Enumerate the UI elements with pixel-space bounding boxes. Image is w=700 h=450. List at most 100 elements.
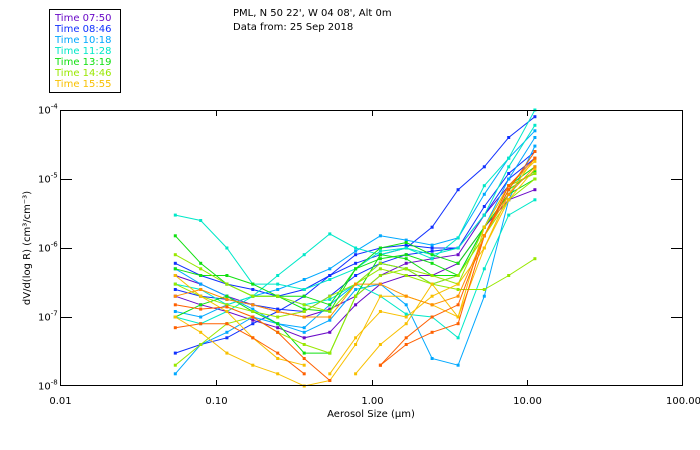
data-point [199,288,203,291]
data-point [354,253,358,257]
data-point [430,282,434,286]
data-point [199,267,203,271]
data-point [328,303,332,307]
data-point [354,249,358,253]
data-point [378,343,382,346]
data-point [533,167,537,171]
data-point [430,249,434,253]
data-point [378,294,382,298]
data-point [173,282,177,286]
data-point [430,243,434,247]
data-point [456,274,460,277]
data-point [173,315,177,319]
data-point [430,261,434,265]
data-point [378,363,382,367]
data-point [354,288,358,291]
axes: 0.01 0.10 1.00 10.00 100.0010-410-510-610-71… [38,103,700,408]
data-point [302,372,306,376]
data-point [507,192,511,196]
data-point [354,246,358,250]
data-point [354,261,358,265]
data-point [328,267,332,271]
data-point [456,236,460,240]
data-point [199,274,203,277]
data-point [276,310,280,313]
series-line [173,165,537,319]
series-segment [174,275,305,366]
data-point [251,303,255,307]
data-point [507,165,511,169]
data-point [328,379,332,382]
data-point [328,310,332,313]
data-point [533,136,537,139]
data-point [456,303,460,307]
data-point [276,274,280,277]
data-point [533,129,537,133]
data-point [482,184,486,188]
data-point [328,274,332,277]
data-point [354,282,358,286]
data-point [225,305,229,309]
y-tick-base: 10 [38,382,51,393]
data-point [354,294,358,298]
data-point [404,253,408,257]
x-tick-label: 0.10 [205,396,227,407]
data-point [199,261,203,265]
data-point [456,261,460,265]
data-point [507,177,511,181]
data-point [173,363,177,367]
data-point [430,246,434,250]
y-tick-label: 10-5 [38,172,58,186]
data-point [328,278,332,281]
data-point [456,322,460,326]
data-point [378,282,382,286]
data-point [328,232,332,236]
data-point [533,144,537,148]
legend-box [49,9,121,93]
data-point [533,198,537,202]
data-point [302,288,306,291]
series-line [173,150,537,376]
data-point [302,336,306,340]
data-point [302,357,306,360]
y-tick-label: 10-6 [38,241,58,255]
data-point [404,238,408,242]
data-point [482,267,486,271]
data-point [302,310,306,313]
data-point [251,315,255,319]
data-point [173,274,177,277]
data-point [225,310,229,313]
series-segment [175,166,536,318]
data-point [302,307,306,311]
data-point [430,274,434,277]
data-point [276,315,280,319]
data-point [276,351,280,355]
data-point [173,267,177,271]
y-tick-exponent: -7 [51,310,58,318]
data-point [251,363,255,367]
data-point [276,330,280,334]
data-point [533,156,537,160]
data-point [302,278,306,281]
data-point [533,159,537,163]
data-point [404,267,408,271]
data-point [378,246,382,250]
data-point [378,261,382,265]
data-point [404,312,408,316]
y-tick-exponent: -8 [51,379,58,387]
header-location: PML, N 50 22', W 04 08', Alt 0m [233,8,392,19]
data-point [276,322,280,326]
data-point [251,294,255,298]
y-tick-base: 10 [38,313,51,324]
data-point [276,282,280,286]
legend-entry: Time 10:18 [54,35,111,46]
data-point [173,213,177,217]
data-point [302,363,306,367]
data-point [199,303,203,307]
data-point [225,303,229,307]
data-point [482,213,486,217]
data-point [507,213,511,217]
data-point [251,307,255,311]
data-point [430,315,434,319]
